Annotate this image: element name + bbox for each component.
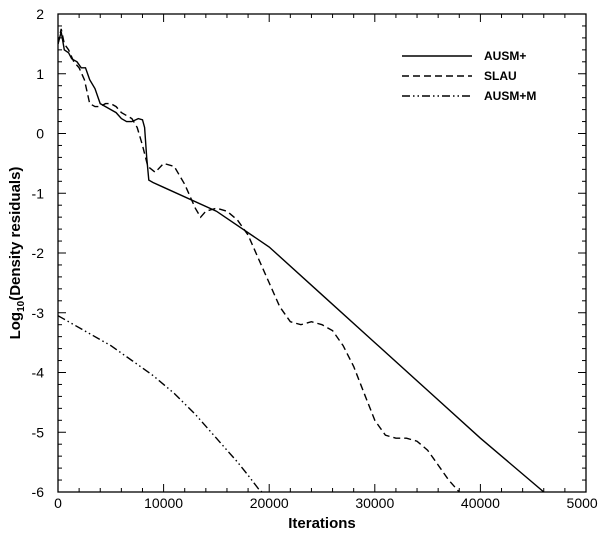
y-tick-label: 0 — [36, 126, 44, 142]
y-tick-label: 2 — [36, 6, 44, 22]
y-axis-title-main: Log — [7, 312, 24, 340]
x-tick-labels: 0 10000 20000 30000 40000 50000 — [54, 14, 598, 511]
y-tick-label: -6 — [32, 484, 45, 500]
y-axis-title: Log10(Density residuals) — [7, 167, 27, 340]
y-tick-label: -3 — [32, 305, 45, 321]
y-tick-label: -1 — [32, 185, 45, 201]
x-minor-ticks — [78, 14, 566, 492]
y-tick-label: -5 — [32, 424, 45, 440]
series-line-slau — [58, 28, 460, 492]
series-line-ausm-m — [58, 315, 263, 492]
x-tick-label: 0 — [54, 495, 62, 511]
y-tick-label: -4 — [32, 365, 45, 381]
y-minor-ticks — [58, 25, 586, 481]
y-axis-title-subscript: 10 — [16, 300, 27, 312]
y-tick-label: 1 — [36, 66, 44, 82]
legend-label: AUSM+M — [484, 89, 536, 103]
legend: AUSM+ SLAU AUSM+M — [402, 49, 536, 103]
y-tick-labels: -6 -5 -4 -3 -2 -1 0 1 2 — [32, 6, 586, 500]
legend-label: SLAU — [484, 69, 517, 83]
series-line-ausm- — [58, 31, 545, 492]
y-axis-title-suffix: (Density residuals) — [7, 167, 24, 301]
x-tick-label: 20000 — [250, 495, 289, 511]
plot-frame — [57, 13, 587, 493]
x-tick-label: 50000 — [567, 495, 598, 511]
x-tick-label: 30000 — [355, 495, 394, 511]
plot-lines — [58, 28, 545, 492]
y-tick-label: -2 — [32, 245, 45, 261]
legend-label: AUSM+ — [484, 49, 526, 63]
x-tick-label: 10000 — [144, 495, 183, 511]
x-axis-title: Iterations — [288, 515, 356, 532]
x-tick-label: 40000 — [461, 495, 500, 511]
